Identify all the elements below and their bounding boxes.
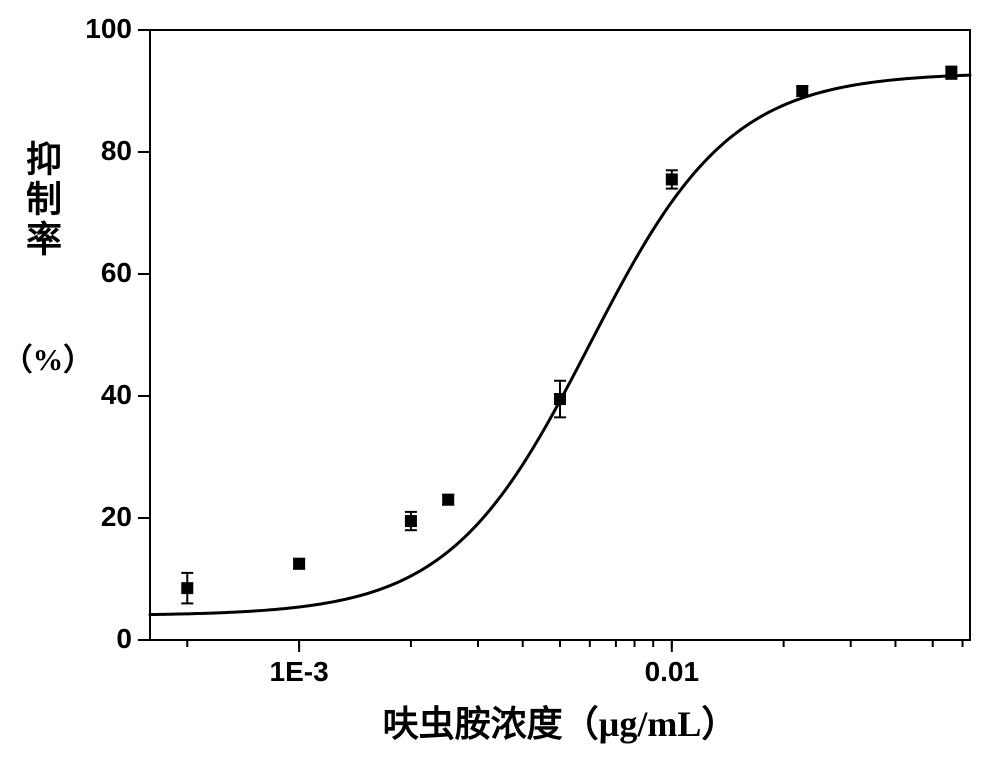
y-tick-label: 20 [101, 501, 132, 533]
x-tick-label: 1E-3 [259, 656, 339, 688]
x-axis-label: 呋虫胺浓度（µg/mL） [150, 695, 970, 747]
y-axis-label-main: 抑制率 [15, 140, 67, 260]
y-tick-label: 40 [101, 379, 132, 411]
y-tick-label: 80 [101, 135, 132, 167]
x-tick-label: 0.01 [632, 656, 712, 688]
y-tick-label: 60 [101, 257, 132, 289]
chart-container: 抑制率 （%） 呋虫胺浓度（µg/mL） 0 20 40 60 80 100 1E-3 0.0… [0, 0, 1000, 765]
y-axis-label-paren: （%） [2, 335, 94, 379]
y-tick-label: 0 [116, 623, 132, 655]
dose-response-chart [0, 0, 1000, 765]
y-tick-label: 100 [85, 13, 132, 45]
